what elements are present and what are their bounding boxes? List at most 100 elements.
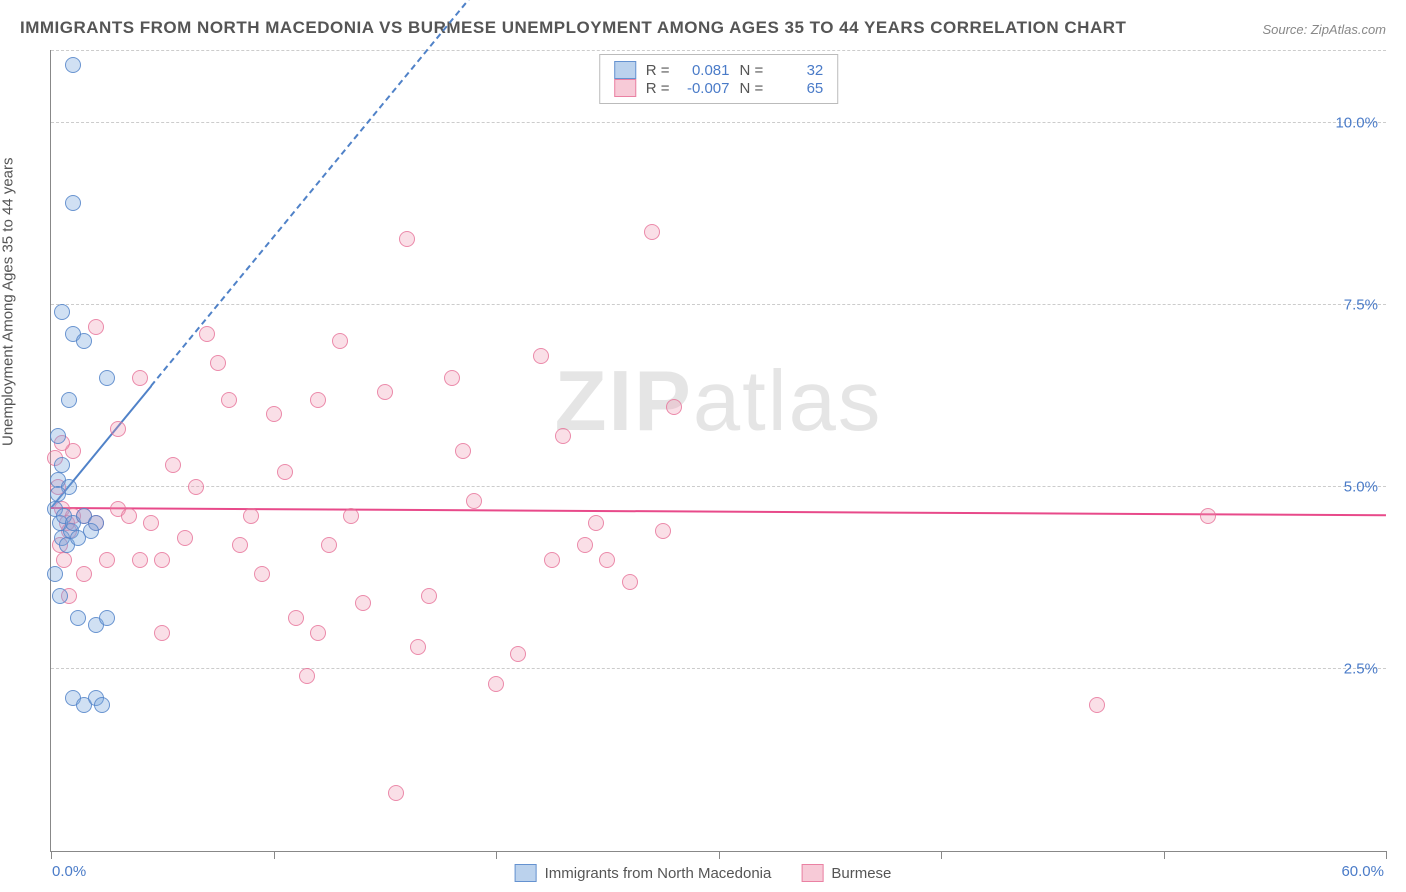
r-label: R = bbox=[646, 80, 670, 97]
data-point bbox=[70, 610, 86, 626]
data-point bbox=[644, 224, 660, 240]
data-point bbox=[421, 588, 437, 604]
stats-row: R = -0.007 N = 65 bbox=[614, 79, 824, 97]
n-label: N = bbox=[740, 62, 764, 79]
legend-label: Burmese bbox=[831, 865, 891, 882]
data-point bbox=[54, 304, 70, 320]
data-point bbox=[132, 370, 148, 386]
data-point bbox=[52, 588, 68, 604]
data-point bbox=[83, 523, 99, 539]
data-point bbox=[56, 552, 72, 568]
gridline bbox=[51, 304, 1386, 305]
data-point bbox=[65, 57, 81, 73]
data-point bbox=[188, 479, 204, 495]
data-point bbox=[210, 355, 226, 371]
data-point bbox=[143, 515, 159, 531]
x-tick bbox=[1386, 851, 1387, 859]
data-point bbox=[243, 508, 259, 524]
n-label: N = bbox=[740, 80, 764, 97]
watermark-light: atlas bbox=[693, 354, 883, 449]
data-point bbox=[1200, 508, 1216, 524]
data-point bbox=[466, 493, 482, 509]
data-point bbox=[655, 523, 671, 539]
data-point bbox=[54, 457, 70, 473]
data-point bbox=[254, 566, 270, 582]
data-point bbox=[65, 195, 81, 211]
data-point bbox=[50, 428, 66, 444]
gridline bbox=[51, 486, 1386, 487]
data-point bbox=[277, 464, 293, 480]
y-tick-label: 5.0% bbox=[1344, 478, 1378, 495]
data-point bbox=[510, 646, 526, 662]
x-tick bbox=[51, 851, 52, 859]
y-tick-label: 2.5% bbox=[1344, 660, 1378, 677]
data-point bbox=[199, 326, 215, 342]
data-point bbox=[321, 537, 337, 553]
data-point bbox=[444, 370, 460, 386]
data-point bbox=[488, 676, 504, 692]
y-axis-label: Unemployment Among Ages 35 to 44 years bbox=[0, 157, 17, 446]
data-point bbox=[310, 392, 326, 408]
swatch-icon bbox=[515, 864, 537, 882]
stats-row: R = 0.081 N = 32 bbox=[614, 61, 824, 79]
chart-plot-area: ZIPatlas R = 0.081 N = 32 R = -0.007 N =… bbox=[50, 50, 1386, 852]
data-point bbox=[310, 625, 326, 641]
r-value: -0.007 bbox=[680, 80, 730, 97]
data-point bbox=[88, 319, 104, 335]
data-point bbox=[355, 595, 371, 611]
n-value: 65 bbox=[773, 80, 823, 97]
gridline bbox=[51, 122, 1386, 123]
data-point bbox=[99, 610, 115, 626]
y-tick-label: 10.0% bbox=[1335, 114, 1378, 131]
data-point bbox=[154, 552, 170, 568]
legend-label: Immigrants from North Macedonia bbox=[545, 865, 772, 882]
data-point bbox=[221, 392, 237, 408]
x-tick bbox=[274, 851, 275, 859]
data-point bbox=[121, 508, 137, 524]
data-point bbox=[399, 231, 415, 247]
source-label: Source: ZipAtlas.com bbox=[1262, 22, 1386, 37]
data-point bbox=[266, 406, 282, 422]
x-tick bbox=[496, 851, 497, 859]
swatch-icon bbox=[801, 864, 823, 882]
data-point bbox=[343, 508, 359, 524]
x-tick bbox=[941, 851, 942, 859]
data-point bbox=[177, 530, 193, 546]
data-point bbox=[377, 384, 393, 400]
data-point bbox=[299, 668, 315, 684]
watermark: ZIPatlas bbox=[555, 353, 883, 451]
data-point bbox=[154, 625, 170, 641]
data-point bbox=[76, 333, 92, 349]
data-point bbox=[544, 552, 560, 568]
gridline bbox=[51, 50, 1386, 51]
data-point bbox=[455, 443, 471, 459]
data-point bbox=[555, 428, 571, 444]
data-point bbox=[410, 639, 426, 655]
data-point bbox=[622, 574, 638, 590]
data-point bbox=[666, 399, 682, 415]
x-axis-end: 60.0% bbox=[1341, 863, 1384, 880]
data-point bbox=[588, 515, 604, 531]
data-point bbox=[94, 697, 110, 713]
swatch-icon bbox=[614, 79, 636, 97]
legend-item: Burmese bbox=[801, 864, 891, 882]
r-value: 0.081 bbox=[680, 62, 730, 79]
x-tick bbox=[719, 851, 720, 859]
data-point bbox=[132, 552, 148, 568]
data-point bbox=[61, 392, 77, 408]
data-point bbox=[110, 421, 126, 437]
data-point bbox=[47, 566, 63, 582]
gridline bbox=[51, 668, 1386, 669]
data-point bbox=[533, 348, 549, 364]
data-point bbox=[165, 457, 181, 473]
x-tick bbox=[1164, 851, 1165, 859]
n-value: 32 bbox=[773, 62, 823, 79]
data-point bbox=[99, 552, 115, 568]
swatch-icon bbox=[614, 61, 636, 79]
data-point bbox=[288, 610, 304, 626]
data-point bbox=[50, 486, 66, 502]
data-point bbox=[1089, 697, 1105, 713]
chart-title: IMMIGRANTS FROM NORTH MACEDONIA VS BURME… bbox=[20, 18, 1126, 38]
data-point bbox=[577, 537, 593, 553]
data-point bbox=[232, 537, 248, 553]
